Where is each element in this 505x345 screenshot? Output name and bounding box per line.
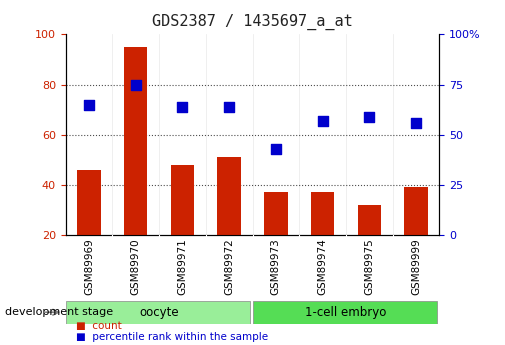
Text: development stage: development stage xyxy=(5,307,113,317)
Bar xyxy=(264,192,287,235)
Point xyxy=(132,82,140,87)
Point xyxy=(412,120,420,125)
Text: GSM89973: GSM89973 xyxy=(271,238,281,295)
Text: GSM89972: GSM89972 xyxy=(224,238,234,295)
Point xyxy=(225,104,233,109)
Point xyxy=(272,146,280,151)
Text: GDS2387 / 1435697_a_at: GDS2387 / 1435697_a_at xyxy=(152,14,353,30)
Bar xyxy=(218,157,241,235)
Bar xyxy=(124,47,147,235)
Bar xyxy=(405,187,428,235)
Bar xyxy=(311,192,334,235)
Text: GSM89969: GSM89969 xyxy=(84,238,94,295)
Bar xyxy=(358,205,381,235)
Text: ■  percentile rank within the sample: ■ percentile rank within the sample xyxy=(76,332,268,342)
FancyBboxPatch shape xyxy=(66,300,250,324)
Text: GSM89970: GSM89970 xyxy=(131,238,141,295)
Point xyxy=(178,104,186,109)
FancyBboxPatch shape xyxy=(252,300,437,324)
Text: GSM89999: GSM89999 xyxy=(411,238,421,295)
Point xyxy=(365,114,373,119)
Bar xyxy=(77,169,100,235)
Text: GSM89971: GSM89971 xyxy=(177,238,187,295)
Text: 1-cell embryo: 1-cell embryo xyxy=(305,306,387,319)
Text: oocyte: oocyte xyxy=(139,306,179,319)
Text: GSM89975: GSM89975 xyxy=(364,238,374,295)
Point xyxy=(85,102,93,107)
Text: GSM89974: GSM89974 xyxy=(318,238,328,295)
Bar xyxy=(171,165,194,235)
Point xyxy=(319,118,327,123)
Text: ■  count: ■ count xyxy=(76,321,122,331)
